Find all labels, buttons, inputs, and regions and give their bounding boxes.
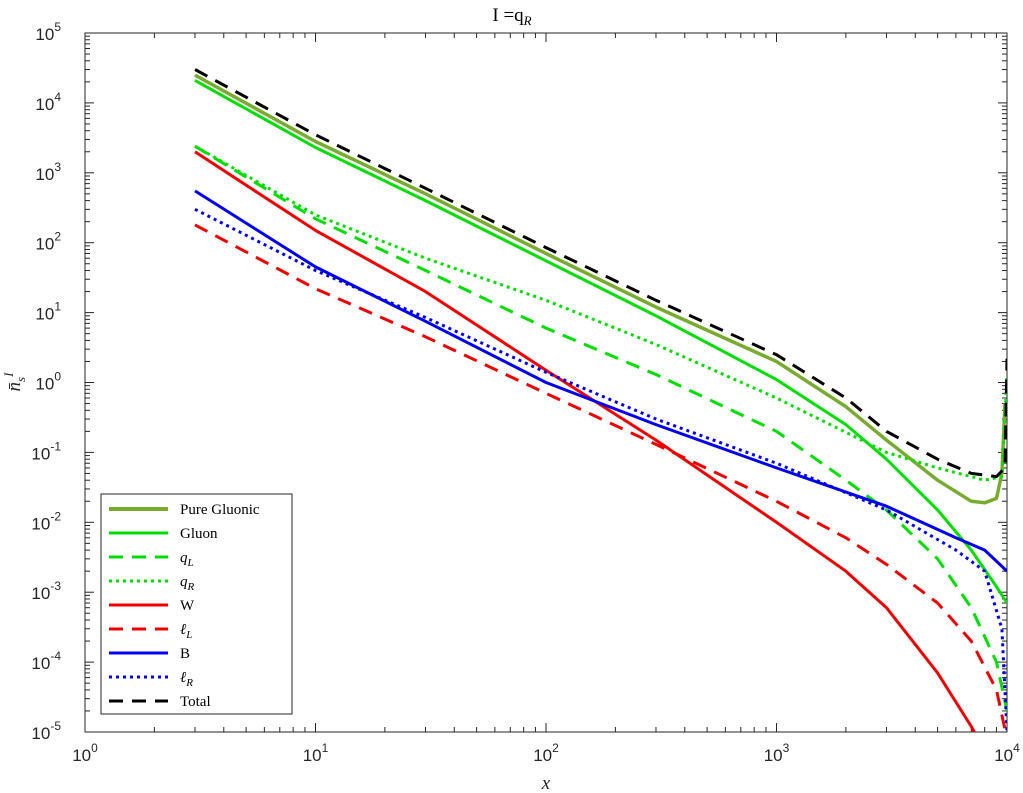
x-tick-label: 103 [764,741,790,765]
series-line [194,144,1007,712]
y-tick-label: 10-2 [31,509,61,533]
series-line [194,150,977,732]
legend-label: ℓR [180,670,193,689]
legend-label: qL [180,550,194,569]
y-tick-label: 10-4 [31,649,61,673]
y-tick-label: 104 [35,90,61,114]
legend-label: ℓL [180,622,192,641]
y-axis-label: n̄sI [1,372,28,392]
legend-label: B [180,646,190,662]
y-tick-label: 10-3 [31,579,61,603]
chart-title-sub: R [523,13,532,28]
series-line [194,189,1007,573]
series-line [194,79,1007,604]
series-line [194,144,1007,482]
y-tick-label: 10-5 [31,719,61,743]
y-tick-label: 103 [35,160,61,184]
x-axis: 100 101 102 103 104 [72,33,1020,765]
chart-title-main: I =q [492,5,524,26]
x-axis-label: x [541,773,551,793]
legend-label: W [180,598,195,614]
y-tick-label: 10-1 [31,439,61,463]
y-tick-label: 102 [35,230,61,254]
y-tick-label: 101 [35,300,61,324]
y-axis-label-sub: s [13,377,28,382]
series-layer [194,68,1007,732]
legend: Pure Gluonic Gluon qL qR WℓL BℓR Total [100,493,293,715]
chart-title: I =qR [492,5,531,28]
series-line [194,73,1007,505]
legend-label: Total [180,694,211,710]
x-tick-label: 100 [72,741,98,765]
series-line [194,68,1007,479]
legend-label: Gluon [180,526,218,542]
y-axis-label-sup: I [1,372,16,378]
series-line [194,207,1007,732]
y-axis-label-main: n̄ [4,382,25,392]
legend-label: qR [180,574,195,593]
legend-label: Pure Gluonic [180,502,260,518]
y-tick-label: 100 [35,370,61,394]
y-tick-label: 105 [35,20,61,44]
svg-text:n̄sI: n̄sI [1,372,28,392]
x-tick-label: 101 [303,741,329,765]
series-line [194,223,1007,732]
x-tick-label: 104 [994,741,1020,765]
x-tick-label: 102 [533,741,559,765]
